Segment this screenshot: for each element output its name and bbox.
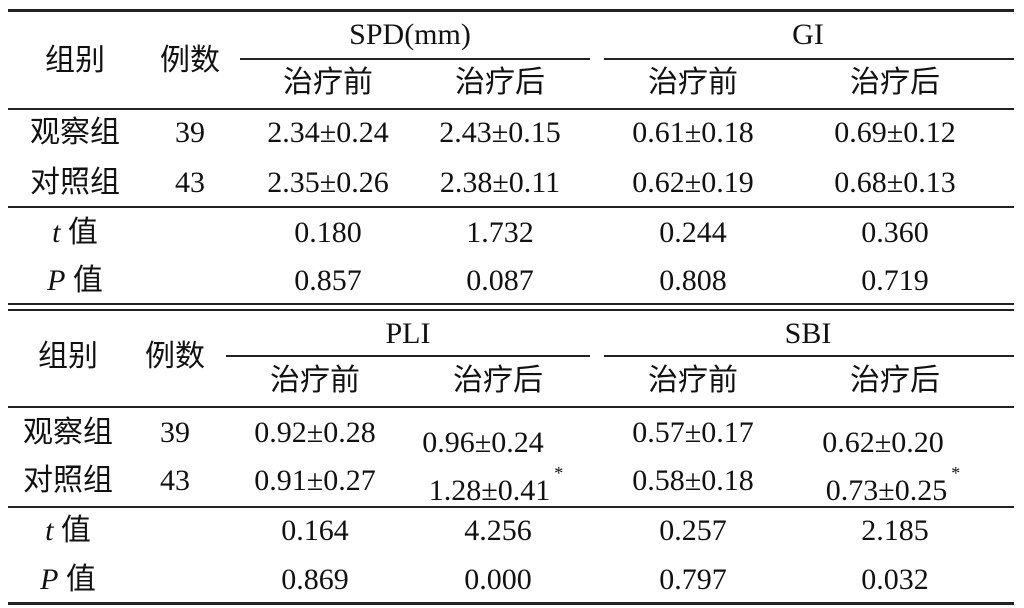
row-group-label: 观察组: [30, 116, 120, 149]
p-suffix: 值: [72, 264, 103, 297]
row-count: 43: [175, 166, 205, 199]
bottom-rule: [8, 602, 1014, 605]
t-suffix: 值: [67, 216, 98, 249]
t-symbol: t: [45, 514, 54, 547]
header-gi: GI: [792, 18, 824, 51]
t-suffix: 值: [60, 514, 91, 547]
p-value: 0.000: [464, 563, 532, 596]
row-count: 39: [160, 416, 190, 449]
cell-value: 0.57±0.17: [632, 416, 754, 449]
header-spd: SPD(mm): [349, 18, 471, 51]
header-group: 组别: [38, 340, 98, 373]
cell-text: 1.28±0.41: [428, 474, 551, 507]
cell-value: 0.68±0.13: [834, 166, 956, 199]
t-value: 0.180: [294, 216, 362, 249]
cell-value: 1.28±0.41*: [428, 463, 564, 508]
cell-value: 0.91±0.27: [254, 464, 376, 497]
t-value: 0.244: [659, 216, 727, 249]
subheader-after: 治疗后: [850, 66, 940, 99]
p-value: 0.032: [861, 563, 929, 596]
p-stat-label: P 值: [47, 264, 103, 298]
p-symbol: P: [47, 264, 66, 297]
double-rule-bottom: [8, 309, 1014, 311]
cell-value: 0.92±0.28: [254, 416, 376, 449]
row-group-label: 对照组: [30, 166, 120, 199]
p-value: 0.797: [659, 563, 727, 596]
cell-value: 2.35±0.26: [267, 166, 389, 199]
spanner-rule-right: [604, 355, 1014, 357]
header-group: 组别: [45, 44, 105, 77]
row-group-label: 对照组: [23, 464, 113, 497]
t-value: 0.360: [861, 216, 929, 249]
p-value: 0.808: [659, 264, 727, 297]
p-value: 0.857: [294, 264, 362, 297]
stats-rule: [8, 206, 1014, 208]
row-count: 39: [175, 116, 205, 149]
t-value: 1.732: [466, 216, 534, 249]
t-value: 0.257: [659, 514, 727, 547]
t-stat-label: t 值: [52, 216, 98, 250]
spanner-rule-left: [226, 355, 590, 357]
cell-text: 0.73±0.25: [825, 474, 948, 507]
t-symbol: t: [52, 216, 61, 249]
t-value: 2.185: [861, 514, 929, 547]
t-value: 4.256: [464, 514, 532, 547]
header-count: 例数: [145, 340, 205, 373]
p-symbol: P: [40, 563, 59, 596]
subheader-after: 治疗后: [850, 364, 940, 397]
row-group-label: 观察组: [23, 416, 113, 449]
p-value: 0.087: [466, 264, 534, 297]
header-rule: [8, 406, 1014, 408]
cell-text: 0.96±0.24: [422, 426, 544, 459]
t-stat-label: t 值: [45, 514, 91, 548]
subheader-before: 治疗前: [283, 66, 373, 99]
row-count: 43: [160, 464, 190, 497]
cell-value: 0.73±0.25*: [825, 463, 961, 508]
subheader-after: 治疗后: [455, 66, 545, 99]
significance-mark: *: [554, 463, 564, 483]
significance-mark: *: [951, 463, 961, 483]
t-value: 0.164: [281, 514, 349, 547]
cell-value: 0.62±0.19: [632, 166, 754, 199]
cell-value: 0.61±0.18: [632, 116, 754, 149]
spanner-rule-right: [604, 58, 1014, 60]
subheader-before: 治疗前: [648, 66, 738, 99]
top-rule: [8, 9, 1014, 12]
p-stat-label: P 值: [40, 563, 96, 597]
subheader-after: 治疗后: [453, 364, 543, 397]
double-rule-top: [8, 303, 1014, 305]
stats-rule: [8, 506, 1014, 508]
header-sbi: SBI: [784, 317, 832, 350]
subheader-before: 治疗前: [648, 364, 738, 397]
cell-value: 0.58±0.18: [632, 464, 754, 497]
cell-text: 0.62±0.20: [822, 426, 944, 459]
p-value: 0.719: [861, 264, 929, 297]
p-value: 0.869: [281, 563, 349, 596]
subheader-before: 治疗前: [270, 364, 360, 397]
cell-value: 0.96±0.24: [422, 418, 547, 460]
cell-value: 0.62±0.20: [822, 418, 947, 460]
cell-value: 2.38±0.11: [439, 166, 561, 199]
spanner-rule-left: [240, 58, 590, 60]
cell-value: 2.34±0.24: [267, 116, 389, 149]
header-rule: [8, 108, 1014, 110]
cell-value: 2.43±0.15: [439, 116, 561, 149]
header-count: 例数: [160, 44, 220, 77]
header-pli: PLI: [385, 317, 431, 350]
cell-value: 0.69±0.12: [834, 116, 956, 149]
p-suffix: 值: [65, 563, 96, 596]
